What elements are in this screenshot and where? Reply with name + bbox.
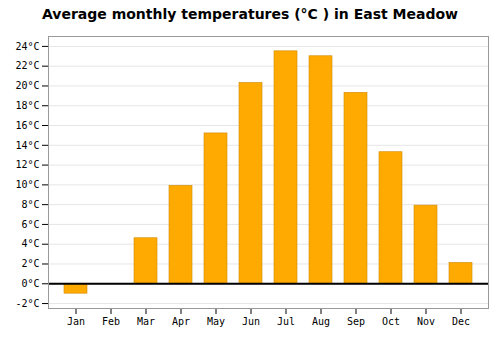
svg-text:0°C: 0°C (21, 278, 39, 289)
svg-text:Mar: Mar (137, 316, 155, 327)
svg-text:Sep: Sep (347, 316, 365, 327)
svg-text:Aug: Aug (312, 316, 330, 327)
svg-text:-2°C: -2°C (15, 298, 39, 309)
svg-text:22°C: 22°C (15, 60, 39, 71)
svg-text:16°C: 16°C (15, 120, 39, 131)
svg-text:12°C: 12°C (15, 159, 39, 170)
svg-text:10°C: 10°C (15, 179, 39, 190)
svg-text:14°C: 14°C (15, 140, 39, 151)
svg-text:18°C: 18°C (15, 100, 39, 111)
svg-text:8°C: 8°C (21, 199, 39, 210)
svg-text:Jun: Jun (242, 316, 260, 327)
svg-text:Jul: Jul (277, 316, 295, 327)
svg-text:Dec: Dec (452, 316, 470, 327)
svg-text:20°C: 20°C (15, 80, 39, 91)
svg-text:Jan: Jan (67, 316, 85, 327)
svg-text:Apr: Apr (172, 316, 190, 327)
html-text:Average monthly temperatures (: Average monthly temperatures (°C ) in Ea… (42, 6, 458, 22)
svg-text:4°C: 4°C (21, 238, 39, 249)
svg-text:Feb: Feb (102, 316, 120, 327)
svg-text:May: May (207, 316, 225, 327)
svg-text:6°C: 6°C (21, 219, 39, 230)
svg-text:Nov: Nov (417, 316, 435, 327)
svg-text:24°C: 24°C (15, 41, 39, 52)
svg-text:Oct: Oct (382, 316, 400, 327)
svg-text:2°C: 2°C (21, 258, 39, 269)
